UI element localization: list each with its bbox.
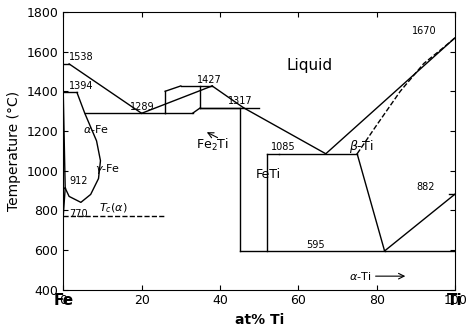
- Text: $\gamma$-Fe: $\gamma$-Fe: [95, 162, 120, 176]
- Text: Ti: Ti: [447, 293, 463, 308]
- Text: 1427: 1427: [197, 74, 221, 85]
- Text: Liquid: Liquid: [287, 58, 333, 73]
- Text: 1670: 1670: [412, 26, 437, 36]
- Text: Fe: Fe: [53, 293, 73, 308]
- Text: FeTi: FeTi: [255, 168, 281, 181]
- Text: $T_c(\alpha)$: $T_c(\alpha)$: [99, 201, 127, 215]
- Text: 770: 770: [69, 209, 88, 219]
- Text: $\beta$-Ti: $\beta$-Ti: [349, 138, 374, 155]
- Text: Fe$_2$Ti: Fe$_2$Ti: [197, 137, 229, 153]
- Y-axis label: Temperature (°C): Temperature (°C): [7, 91, 21, 211]
- Text: 1317: 1317: [228, 97, 253, 106]
- Text: 1394: 1394: [69, 81, 93, 91]
- Text: 1289: 1289: [130, 102, 155, 112]
- Text: 1085: 1085: [271, 142, 296, 152]
- Text: $\alpha$-Ti: $\alpha$-Ti: [349, 270, 372, 282]
- Text: 595: 595: [306, 239, 325, 249]
- Text: 912: 912: [69, 176, 88, 186]
- Text: 1538: 1538: [69, 52, 94, 62]
- Text: $\alpha$-Fe: $\alpha$-Fe: [83, 123, 109, 135]
- X-axis label: at% Ti: at% Ti: [235, 313, 284, 327]
- Text: 882: 882: [416, 182, 435, 192]
